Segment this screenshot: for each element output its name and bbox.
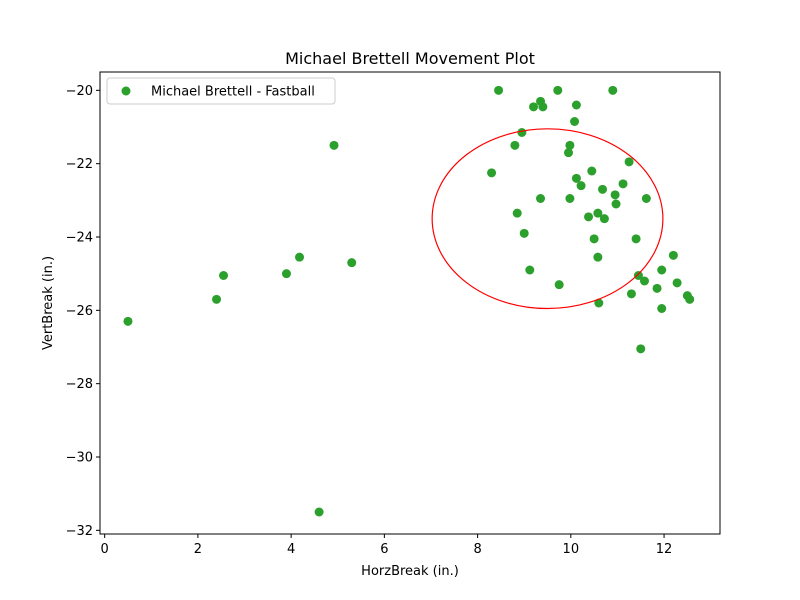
data-point bbox=[347, 258, 357, 268]
data-point bbox=[593, 208, 603, 218]
data-point bbox=[512, 208, 522, 218]
data-point bbox=[624, 157, 634, 167]
data-point bbox=[281, 269, 291, 279]
data-point bbox=[610, 190, 620, 200]
data-point bbox=[563, 148, 573, 158]
data-point bbox=[529, 102, 539, 112]
x-tick-label: 2 bbox=[194, 542, 202, 557]
data-point bbox=[487, 168, 497, 178]
y-tick-label: −20 bbox=[66, 84, 93, 99]
data-point bbox=[641, 194, 651, 203]
x-axis-label: HorzBreak (in.) bbox=[361, 564, 459, 579]
data-point bbox=[626, 289, 636, 299]
data-point bbox=[295, 252, 305, 262]
data-point bbox=[633, 271, 643, 280]
data-point bbox=[611, 199, 621, 209]
data-point bbox=[576, 181, 586, 191]
data-point bbox=[672, 278, 682, 288]
data-point bbox=[553, 85, 563, 95]
plot-area bbox=[123, 85, 695, 517]
x-tick-label: 4 bbox=[287, 542, 295, 557]
y-tick-label: −24 bbox=[66, 231, 93, 246]
data-point bbox=[608, 85, 618, 95]
data-point bbox=[631, 234, 641, 244]
data-point bbox=[565, 140, 575, 150]
legend-label: Michael Brettell - Fastball bbox=[151, 85, 315, 100]
x-tick-label: 0 bbox=[101, 542, 109, 557]
data-point bbox=[668, 250, 678, 260]
axes-frame bbox=[99, 71, 721, 535]
data-point bbox=[657, 304, 667, 313]
data-point bbox=[494, 85, 504, 95]
confidence-ellipse bbox=[431, 128, 664, 310]
chart-title: Michael Brettell Movement Plot bbox=[285, 49, 535, 68]
x-tick-label: 10 bbox=[563, 542, 580, 557]
data-point bbox=[536, 194, 546, 203]
legend: Michael Brettell - Fastball bbox=[106, 77, 336, 105]
y-tick-label: −30 bbox=[66, 451, 93, 466]
legend-box bbox=[106, 77, 336, 105]
data-point bbox=[636, 344, 646, 354]
data-point bbox=[652, 283, 662, 293]
data-point bbox=[123, 316, 133, 326]
data-point bbox=[598, 184, 608, 194]
data-point bbox=[571, 173, 581, 183]
data-point bbox=[599, 214, 609, 224]
legend-marker bbox=[121, 86, 131, 96]
data-point bbox=[212, 294, 222, 304]
data-point bbox=[525, 265, 535, 275]
y-axis-label: VertBreak (in.) bbox=[41, 256, 56, 350]
y-tick-label: −26 bbox=[66, 304, 93, 319]
y-tick-label: −32 bbox=[66, 524, 93, 539]
x-tick-label: 6 bbox=[380, 542, 388, 557]
data-point bbox=[329, 140, 339, 150]
x-tick-label: 12 bbox=[656, 542, 673, 557]
y-tick-label: −28 bbox=[66, 377, 93, 392]
data-point bbox=[517, 128, 527, 137]
data-point bbox=[314, 507, 324, 517]
data-point bbox=[554, 280, 564, 290]
data-point bbox=[510, 140, 520, 150]
data-point bbox=[618, 179, 628, 189]
y-tick-label: −22 bbox=[66, 157, 93, 172]
x-tick-label: 8 bbox=[473, 542, 481, 557]
data-point bbox=[657, 265, 667, 275]
data-point bbox=[589, 234, 599, 244]
data-point bbox=[584, 212, 594, 222]
data-point bbox=[571, 100, 581, 110]
data-point bbox=[219, 271, 229, 280]
data-point bbox=[594, 298, 604, 308]
data-point bbox=[565, 194, 575, 203]
x-axis-ticks: 0 2 4 6 8 10 12 bbox=[101, 534, 673, 557]
data-point bbox=[570, 117, 580, 126]
data-point bbox=[639, 276, 649, 286]
data-point bbox=[538, 102, 548, 112]
data-point bbox=[593, 252, 603, 262]
data-point bbox=[587, 166, 597, 176]
data-point bbox=[519, 228, 529, 238]
data-point bbox=[685, 294, 695, 304]
y-axis-ticks: −32 −30 −28 −26 −24 −22 −20 bbox=[66, 84, 100, 539]
